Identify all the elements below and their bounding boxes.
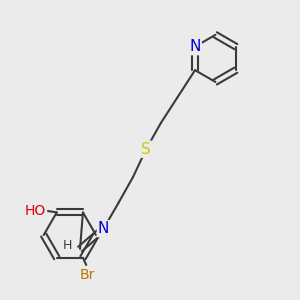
- Text: N: N: [98, 221, 109, 236]
- Text: S: S: [141, 142, 151, 157]
- Text: H: H: [63, 238, 72, 251]
- Text: N: N: [189, 39, 201, 54]
- Text: Br: Br: [79, 268, 94, 282]
- Text: HO: HO: [25, 204, 46, 218]
